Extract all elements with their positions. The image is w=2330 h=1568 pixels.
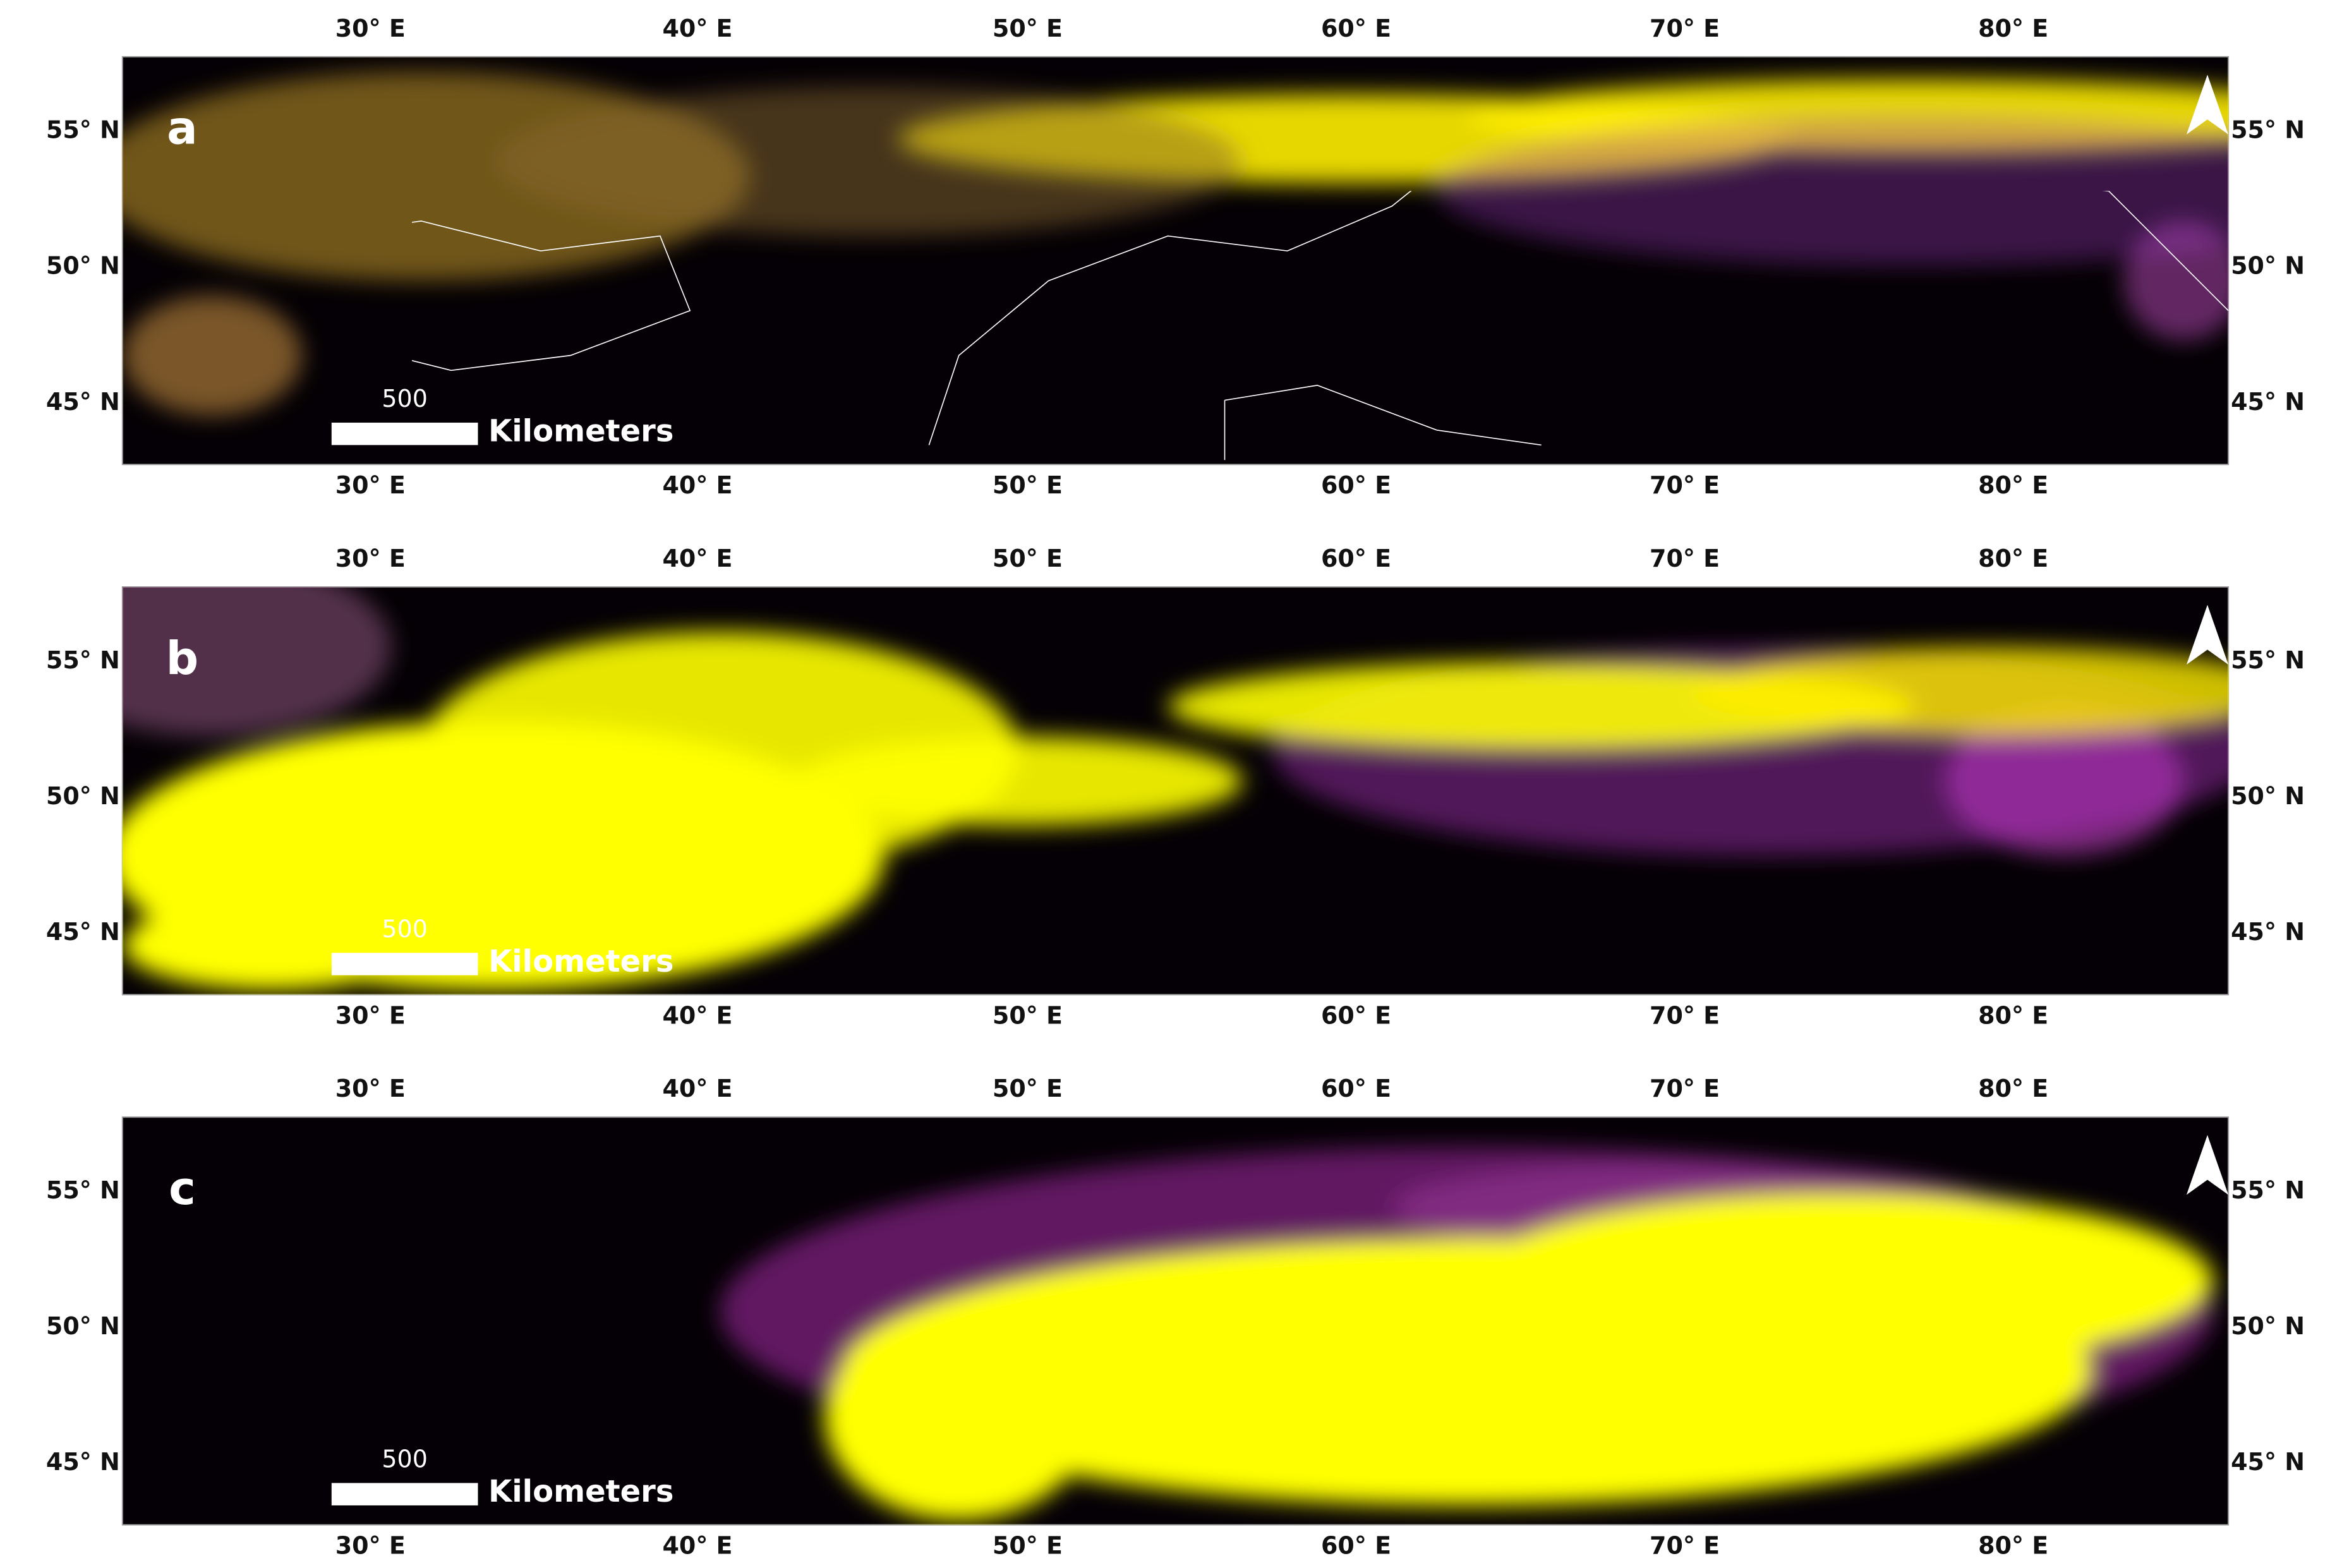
longitude-label: 70° E (1650, 1001, 1720, 1029)
suitability-area (122, 587, 392, 737)
longitude-label: 50° E (993, 15, 1063, 42)
suitability-area (495, 87, 1243, 236)
longitude-label: 40° E (662, 545, 732, 572)
longitude-label: 50° E (993, 1532, 1063, 1560)
longitude-label: 60° E (1321, 1001, 1391, 1029)
longitude-label: 50° E (993, 545, 1063, 572)
raster (720, 1147, 2214, 1521)
longitude-label: 40° E (662, 1075, 732, 1102)
scale-distance: 500 (382, 915, 428, 943)
latitude-label: 50° N (46, 1312, 120, 1340)
longitude-label: 60° E (1321, 1532, 1391, 1560)
latitude-label: 55° N (2231, 1176, 2305, 1204)
longitude-label: 60° E (1321, 1075, 1391, 1102)
longitude-label: 80° E (1978, 1001, 2048, 1029)
latitude-label: 45° N (46, 918, 120, 946)
latitude-label: 55° N (46, 646, 120, 674)
suitability-area (122, 296, 302, 416)
map-panel: 30° E 30° E 40° E 40° E 50° E 50° E 60° E 60° E… (46, 15, 2305, 499)
country-borders (412, 191, 2229, 461)
longitude-label: 70° E (1650, 471, 1720, 499)
latitude-label: 45° N (2231, 388, 2305, 416)
latitude-label: 55° N (46, 1176, 120, 1204)
raster (122, 71, 2229, 416)
longitude-label: 80° E (1978, 471, 2048, 499)
longitude-label: 30° E (335, 15, 406, 42)
latitude-label: 55° N (46, 116, 120, 144)
longitude-label: 80° E (1978, 1075, 2048, 1102)
latitude-label: 45° N (2231, 1448, 2305, 1476)
longitude-label: 40° E (662, 471, 732, 499)
longitude-label: 60° E (1321, 545, 1391, 572)
longitude-label: 80° E (1978, 1532, 2048, 1560)
north-arrow (2186, 605, 2229, 665)
longitude-label: 30° E (335, 471, 406, 499)
longitude-label: 40° E (662, 1001, 732, 1029)
north-arrow (2186, 1135, 2229, 1195)
latitude-label: 55° N (2231, 646, 2305, 674)
scale-unit: Kilometers (488, 414, 673, 449)
latitude-label: 50° N (2231, 252, 2305, 280)
longitude-label: 60° E (1321, 15, 1391, 42)
latitude-label: 45° N (2231, 918, 2305, 946)
scale-bar (331, 423, 478, 445)
latitude-label: 55° N (2231, 116, 2305, 144)
suitability-area (794, 736, 1243, 826)
panel-label: b (166, 632, 199, 685)
north-arrow (2186, 75, 2229, 135)
panel-label: a (167, 102, 198, 155)
longitude-label: 60° E (1321, 471, 1391, 499)
longitude-label: 80° E (1978, 15, 2048, 42)
latitude-label: 50° N (2231, 782, 2305, 810)
suitability-area (1691, 646, 2229, 737)
longitude-label: 50° E (993, 1075, 1063, 1102)
latitude-label: 50° N (2231, 1312, 2305, 1340)
scale-bar (331, 953, 478, 975)
suitability-area (122, 900, 421, 991)
raster (122, 587, 2229, 991)
longitude-label: 30° E (335, 545, 406, 572)
suitability-area (1466, 1191, 2214, 1372)
longitude-label: 80° E (1978, 545, 2048, 572)
longitude-label: 30° E (335, 1532, 406, 1560)
scale-unit: Kilometers (488, 1474, 673, 1509)
map-panel: 30° E 30° E 40° E 40° E 50° E 50° E 60° E 60° E… (46, 1075, 2305, 1559)
suitability-area (1437, 116, 2229, 266)
longitude-label: 30° E (335, 1075, 406, 1102)
suitability-area (824, 1311, 1094, 1521)
panel-label: c (169, 1162, 196, 1215)
longitude-label: 70° E (1650, 1075, 1720, 1102)
latitude-label: 45° N (46, 1448, 120, 1476)
longitude-label: 30° E (335, 1001, 406, 1029)
scale-distance: 500 (382, 1445, 428, 1473)
latitude-label: 45° N (46, 388, 120, 416)
longitude-label: 50° E (993, 471, 1063, 499)
scale-distance: 500 (382, 385, 428, 413)
longitude-label: 40° E (662, 15, 732, 42)
latitude-label: 50° N (46, 782, 120, 810)
longitude-label: 70° E (1650, 545, 1720, 572)
longitude-label: 70° E (1650, 15, 1720, 42)
longitude-label: 70° E (1650, 1532, 1720, 1560)
latitude-label: 50° N (46, 252, 120, 280)
longitude-label: 50° E (993, 1001, 1063, 1029)
longitude-label: 40° E (662, 1532, 732, 1560)
map-panel: 30° E 30° E 40° E 40° E 50° E 50° E 60° E 60° E… (46, 545, 2305, 1029)
scale-unit: Kilometers (488, 944, 673, 979)
scale-bar (331, 1483, 478, 1505)
